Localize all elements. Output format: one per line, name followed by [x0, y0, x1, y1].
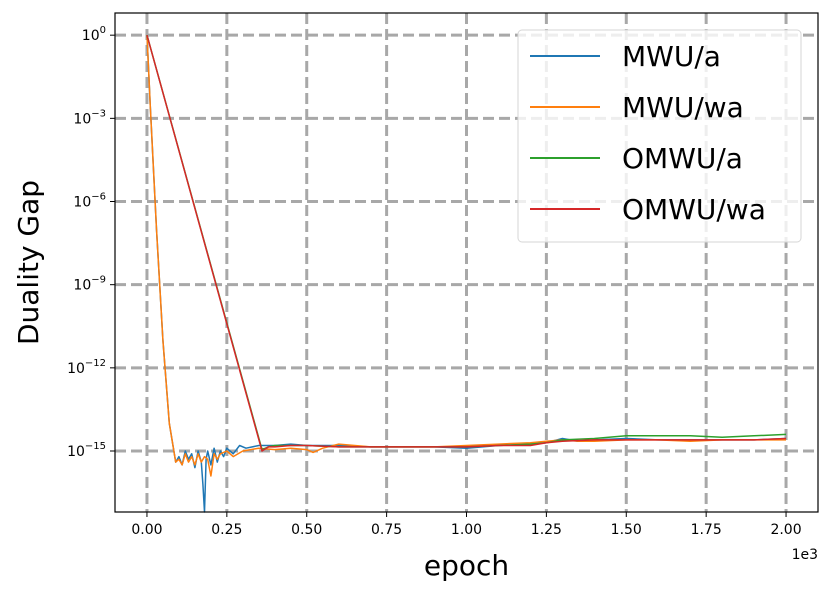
x-tick-label: 1.25	[531, 522, 562, 538]
y-tick-label: 10−9	[73, 275, 106, 294]
legend-label: OMWU/wa	[622, 193, 766, 226]
x-tick-label: 0.00	[131, 522, 162, 538]
x-tick-label: 2.00	[770, 522, 801, 538]
legend-label: MWU/a	[622, 40, 721, 73]
x-tick-label: 0.75	[371, 522, 402, 538]
series-line-omwu-wa	[146, 35, 787, 452]
y-tick-label: 10−12	[67, 358, 106, 377]
y-tick-label: 10−15	[67, 441, 106, 460]
y-axis-ticks: 100 10−3 10−6 10−9 10−12 10−15	[67, 25, 115, 460]
legend-label: OMWU/a	[622, 142, 743, 175]
x-tick-label: 0.25	[211, 522, 242, 538]
x-axis-ticks: 0.00 0.25 0.50 0.75 1.00 1.25 1.50 1.75 2.00	[131, 512, 802, 538]
y-axis-label: Duality Gap	[12, 180, 45, 345]
x-axis-label: epoch	[424, 549, 509, 582]
x-tick-label: 1.75	[691, 522, 722, 538]
x-axis-offset-label: 1e3	[792, 547, 818, 563]
x-tick-label: 0.50	[291, 522, 322, 538]
y-tick-label: 10−6	[73, 192, 106, 211]
legend-label: MWU/wa	[622, 91, 744, 124]
x-tick-label: 1.50	[611, 522, 642, 538]
series-lines	[146, 34, 787, 513]
y-tick-label: 10−3	[73, 108, 106, 127]
legend: MWU/a MWU/wa OMWU/a OMWU/wa	[517, 29, 802, 243]
legend-box	[517, 29, 802, 243]
x-tick-label: 1.00	[451, 522, 482, 538]
y-tick-label: 100	[82, 25, 106, 44]
